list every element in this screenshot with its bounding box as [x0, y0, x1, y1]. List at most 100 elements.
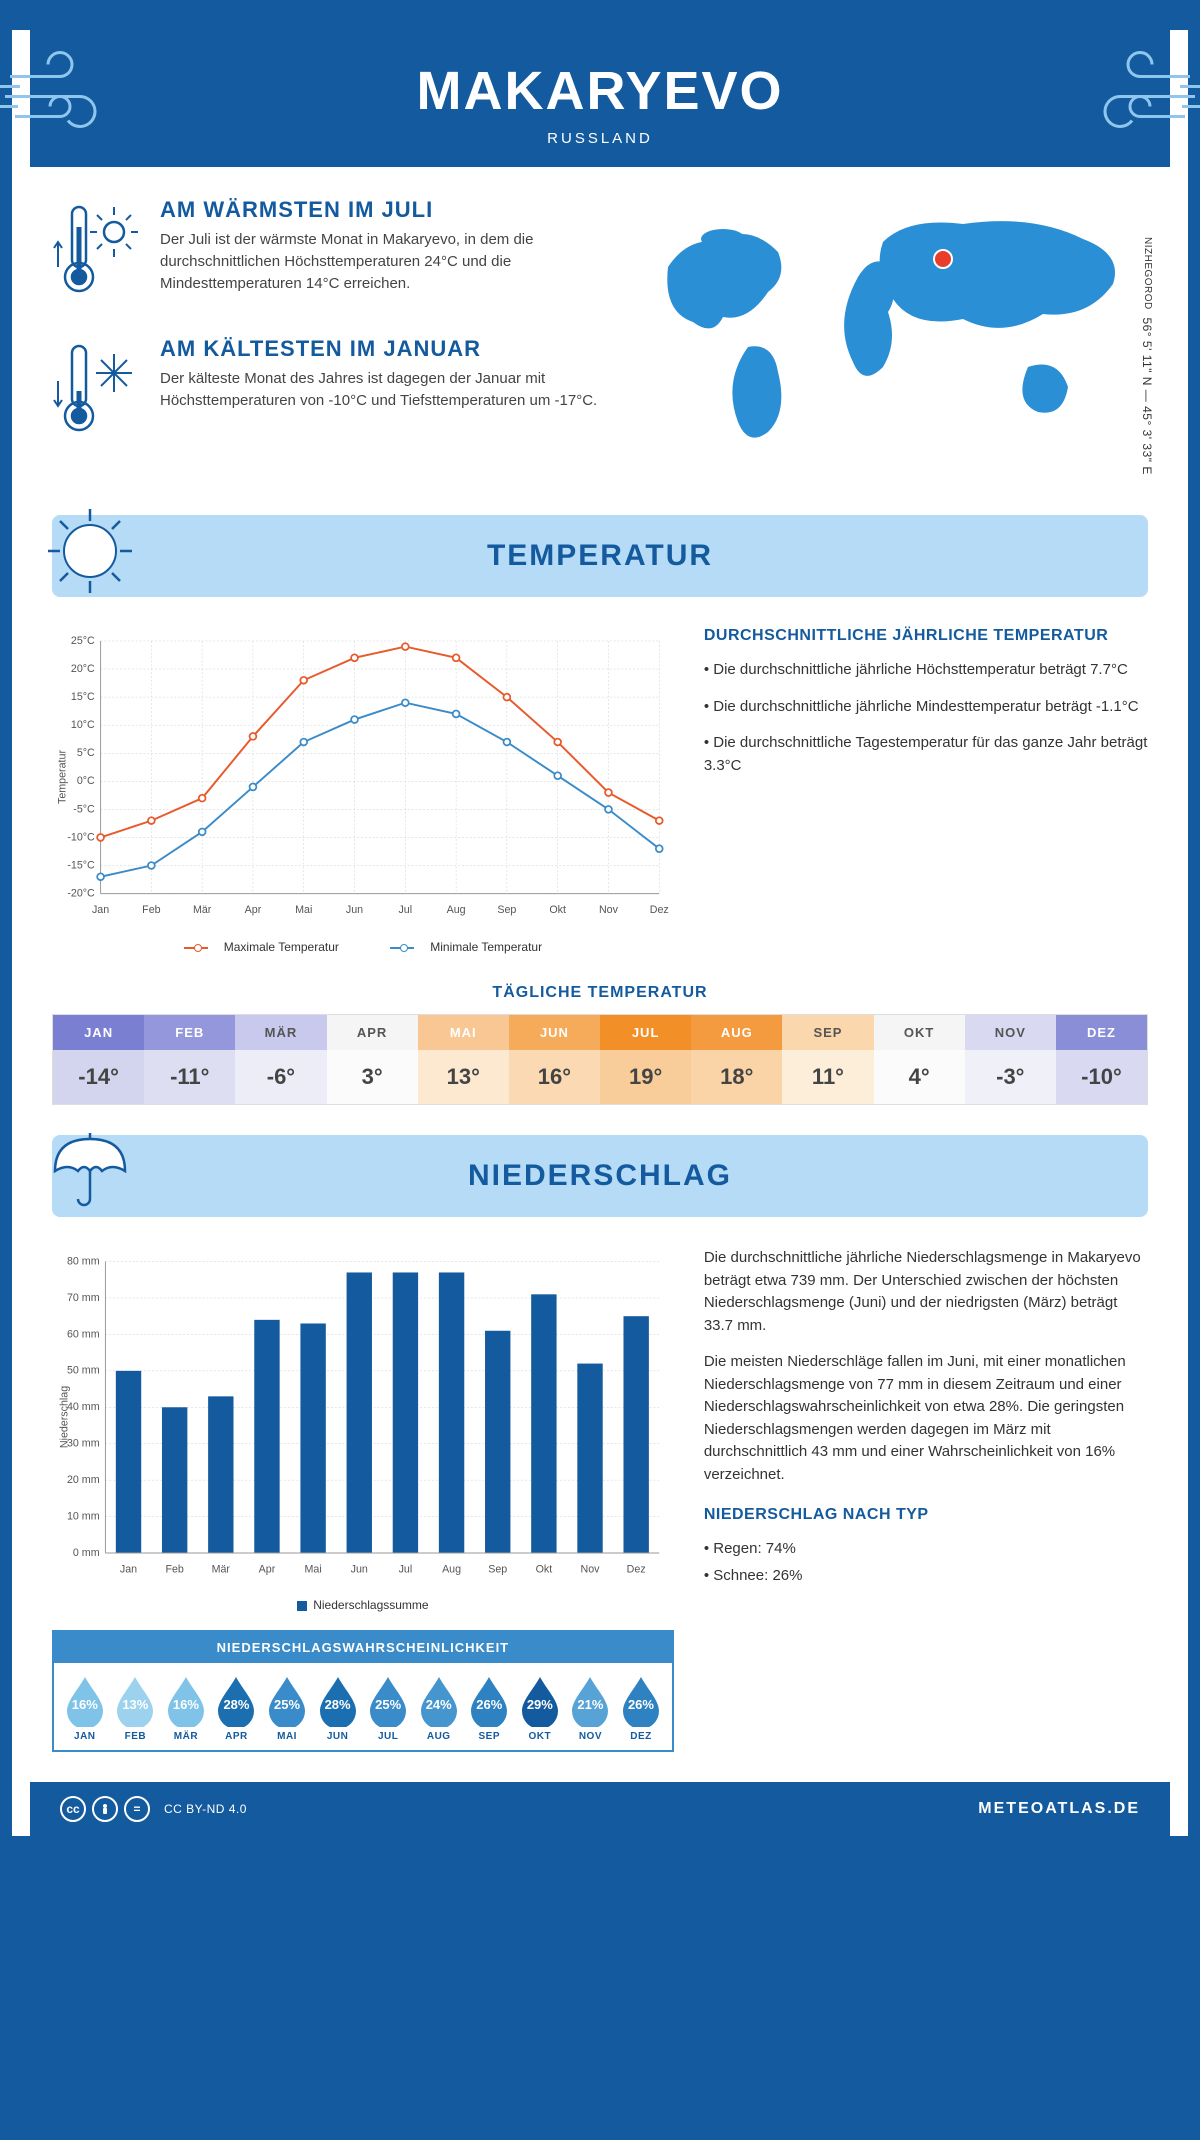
raindrop-icon: 25%	[265, 1673, 309, 1727]
prob-cell: 28%APR	[212, 1673, 262, 1742]
license-badge: cc = CC BY-ND 4.0	[60, 1796, 247, 1822]
precip-chart-legend: Niederschlagssumme	[52, 1598, 674, 1612]
raindrop-icon: 29%	[518, 1673, 562, 1727]
raindrop-icon: 16%	[164, 1673, 208, 1727]
temp-chart-legend: Maximale Temperatur Minimale Temperatur	[52, 940, 674, 954]
svg-text:Sep: Sep	[497, 904, 516, 916]
svg-text:Feb: Feb	[142, 904, 160, 916]
svg-text:Jun: Jun	[346, 904, 363, 916]
temp-cell: JUN16°	[509, 1015, 600, 1104]
temp-cell: FEB-11°	[144, 1015, 235, 1104]
umbrella-icon	[40, 1121, 140, 1221]
precipitation-bar-chart: 0 mm10 mm20 mm30 mm40 mm50 mm60 mm70 mm8…	[52, 1247, 674, 1587]
svg-text:Aug: Aug	[442, 1563, 461, 1575]
prob-cell: 25%JUL	[363, 1673, 413, 1742]
precipitation-text: Die durchschnittliche jährliche Niedersc…	[704, 1247, 1148, 1752]
temp-cell: AUG18°	[691, 1015, 782, 1104]
temp-cell: OKT4°	[874, 1015, 965, 1104]
svg-text:Nov: Nov	[581, 1563, 601, 1575]
svg-text:Mai: Mai	[305, 1563, 322, 1575]
svg-text:-10°C: -10°C	[67, 831, 95, 843]
raindrop-icon: 16%	[63, 1673, 107, 1727]
warm-fact: AM WÄRMSTEN IM JULI Der Juli ist der wär…	[52, 197, 598, 312]
svg-text:Jul: Jul	[398, 904, 412, 916]
temperature-averages: DURCHSCHNITTLICHE JÄHRLICHE TEMPERATUR •…	[704, 627, 1148, 954]
svg-text:Dez: Dez	[627, 1563, 646, 1575]
svg-text:10°C: 10°C	[71, 719, 95, 731]
svg-text:0 mm: 0 mm	[73, 1547, 100, 1559]
prob-cell: 29%OKT	[515, 1673, 565, 1742]
temp-cell: SEP11°	[782, 1015, 873, 1104]
prob-cell: 28%JUN	[313, 1673, 363, 1742]
prob-cell: 26%SEP	[465, 1673, 515, 1742]
prob-cell: 16%JAN	[60, 1673, 110, 1742]
raindrop-icon: 21%	[568, 1673, 612, 1727]
temp-cell: JUL19°	[600, 1015, 691, 1104]
cold-text: Der kälteste Monat des Jahres ist dagege…	[160, 368, 598, 412]
prob-cell: 26%DEZ	[616, 1673, 666, 1742]
raindrop-icon: 28%	[214, 1673, 258, 1727]
svg-text:-15°C: -15°C	[67, 859, 95, 871]
svg-text:Aug: Aug	[447, 904, 466, 916]
wind-icon-left	[0, 46, 130, 151]
svg-text:30 mm: 30 mm	[67, 1438, 100, 1450]
raindrop-icon: 26%	[467, 1673, 511, 1727]
svg-text:60 mm: 60 mm	[67, 1328, 100, 1340]
svg-text:-5°C: -5°C	[73, 803, 95, 815]
wind-icon-right	[1070, 46, 1200, 151]
svg-text:10 mm: 10 mm	[67, 1511, 100, 1523]
cold-title: AM KÄLTESTEN IM JANUAR	[160, 336, 598, 362]
svg-text:Okt: Okt	[549, 904, 566, 916]
brand-label: METEOATLAS.DE	[978, 1800, 1140, 1818]
warm-title: AM WÄRMSTEN IM JULI	[160, 197, 598, 223]
sun-icon	[40, 501, 140, 601]
daily-temp-heading: TÄGLICHE TEMPERATUR	[12, 984, 1188, 1002]
temp-cell: MÄR-6°	[235, 1015, 326, 1104]
svg-text:80 mm: 80 mm	[67, 1255, 100, 1267]
prob-cell: 21%NOV	[566, 1673, 616, 1742]
svg-text:0°C: 0°C	[77, 775, 95, 787]
footer: cc = CC BY-ND 4.0 METEOATLAS.DE	[30, 1782, 1170, 1836]
svg-text:5°C: 5°C	[77, 747, 95, 759]
nd-icon: =	[124, 1796, 150, 1822]
world-map: NIZHEGOROD 56° 5' 11" N — 45° 3' 33" E	[628, 197, 1148, 475]
raindrop-icon: 24%	[417, 1673, 461, 1727]
svg-text:25°C: 25°C	[71, 635, 95, 647]
cold-fact: AM KÄLTESTEN IM JANUAR Der kälteste Mona…	[52, 336, 598, 451]
svg-text:20 mm: 20 mm	[67, 1474, 100, 1486]
svg-text:-20°C: -20°C	[67, 888, 95, 900]
precipitation-banner: NIEDERSCHLAG	[52, 1135, 1148, 1217]
thermometer-hot-icon	[52, 197, 142, 312]
svg-text:Okt: Okt	[536, 1563, 553, 1575]
svg-text:Apr: Apr	[245, 904, 262, 916]
temp-cell: MAI13°	[418, 1015, 509, 1104]
temp-cell: JAN-14°	[53, 1015, 144, 1104]
by-icon	[92, 1796, 118, 1822]
svg-text:Dez: Dez	[650, 904, 669, 916]
svg-text:Mär: Mär	[212, 1563, 231, 1575]
daily-temperature-table: JAN-14°FEB-11°MÄR-6°APR3°MAI13°JUN16°JUL…	[52, 1014, 1148, 1105]
svg-text:Jan: Jan	[92, 904, 109, 916]
temp-cell: APR3°	[327, 1015, 418, 1104]
raindrop-icon: 28%	[316, 1673, 360, 1727]
temp-cell: DEZ-10°	[1056, 1015, 1147, 1104]
prob-cell: 16%MÄR	[161, 1673, 211, 1742]
svg-text:20°C: 20°C	[71, 663, 95, 675]
svg-text:15°C: 15°C	[71, 691, 95, 703]
coordinates-label: NIZHEGOROD 56° 5' 11" N — 45° 3' 33" E	[1140, 237, 1154, 475]
temperature-banner: TEMPERATUR	[52, 515, 1148, 597]
svg-text:Jun: Jun	[351, 1563, 368, 1575]
raindrop-icon: 25%	[366, 1673, 410, 1727]
cc-icon: cc	[60, 1796, 86, 1822]
page-subtitle: RUSSLAND	[50, 130, 1150, 147]
prob-cell: 24%AUG	[414, 1673, 464, 1742]
raindrop-icon: 13%	[113, 1673, 157, 1727]
svg-text:Mär: Mär	[193, 904, 212, 916]
svg-text:40 mm: 40 mm	[67, 1401, 100, 1413]
svg-text:Feb: Feb	[165, 1563, 183, 1575]
svg-text:Nov: Nov	[599, 904, 619, 916]
page-title: MAKARYEVO	[50, 60, 1150, 122]
prob-cell: 13%FEB	[111, 1673, 161, 1742]
precipitation-probability-box: NIEDERSCHLAGSWAHRSCHEINLICHKEIT 16%JAN 1…	[52, 1630, 674, 1752]
temperature-line-chart: -20°C -15°C -10°C -5°C 0°C 5°C 10°C 15°C 20°C 25°…	[52, 627, 674, 927]
